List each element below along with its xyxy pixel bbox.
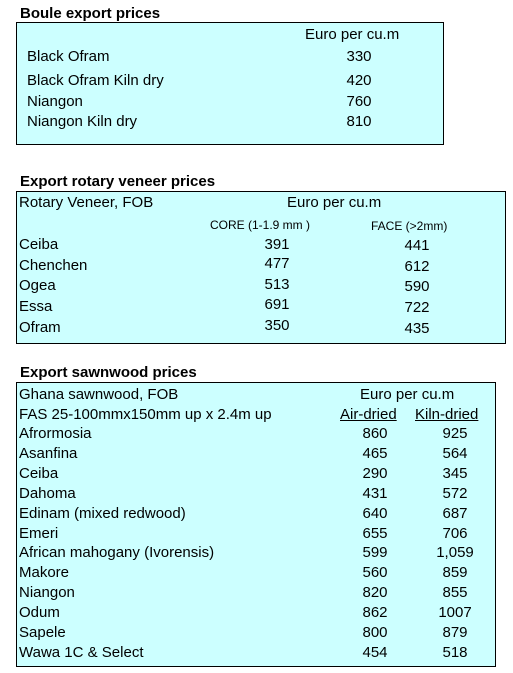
sawnwood-row-air: 800 bbox=[362, 624, 388, 641]
veneer-row-face: 441 bbox=[404, 237, 430, 254]
sawnwood-row-air: 560 bbox=[362, 564, 388, 581]
sawnwood-row-name: Sapele bbox=[19, 624, 66, 641]
sawnwood-row-name: Ceiba bbox=[19, 465, 59, 482]
veneer-row-name: Ogea bbox=[19, 277, 56, 294]
boule-row-price: 420 bbox=[346, 72, 372, 89]
boule-row-name: Black Ofram Kiln dry bbox=[27, 72, 164, 89]
veneer-row-name: Essa bbox=[19, 298, 53, 315]
sawnwood-row-name: Afrormosia bbox=[19, 425, 92, 442]
sawnwood-row-name: African mahogany (Ivorensis) bbox=[19, 544, 215, 561]
veneer-title: Export rotary veneer prices bbox=[20, 173, 216, 190]
boule-row-name: Niangon bbox=[27, 93, 83, 110]
sawnwood-row-kiln: 925 bbox=[442, 425, 468, 442]
veneer-row-core: 477 bbox=[264, 255, 290, 272]
sawnwood-row-name: Dahoma bbox=[19, 485, 76, 502]
boule-row-price: 810 bbox=[346, 113, 372, 130]
veneer-row-core: 691 bbox=[264, 296, 290, 313]
boule-unit-header: Euro per cu.m bbox=[305, 26, 400, 43]
sawnwood-row-kiln: 572 bbox=[442, 485, 468, 502]
sawnwood-row-kiln: 1,059 bbox=[436, 544, 474, 561]
sawnwood-row-kiln: 1007 bbox=[438, 604, 472, 621]
veneer-label: Rotary Veneer, FOB bbox=[19, 194, 154, 211]
sawnwood-row-air: 454 bbox=[362, 644, 388, 661]
boule-row-price: 330 bbox=[346, 48, 372, 65]
veneer-col-face: FACE (>2mm) bbox=[371, 219, 448, 233]
sawnwood-row-name: Makore bbox=[19, 564, 70, 581]
sawnwood-row-kiln: 879 bbox=[442, 624, 468, 641]
boule-row-name: Niangon Kiln dry bbox=[27, 113, 138, 130]
veneer-row-name: Chenchen bbox=[19, 257, 88, 274]
sawnwood-row-name: Odum bbox=[19, 604, 60, 621]
sawnwood-row-kiln: 706 bbox=[442, 525, 468, 542]
sawnwood-unit-header: Euro per cu.m bbox=[360, 386, 455, 403]
veneer-row-name: Ofram bbox=[19, 319, 61, 336]
sawnwood-title: Export sawnwood prices bbox=[20, 364, 197, 381]
sawnwood-row-kiln: 564 bbox=[442, 445, 468, 462]
sawnwood-row-air: 860 bbox=[362, 425, 388, 442]
sawnwood-row-air: 862 bbox=[362, 604, 388, 621]
sawnwood-row-kiln: 859 bbox=[442, 564, 468, 581]
sawnwood-row-name: Asanfina bbox=[19, 445, 78, 462]
sawnwood-table: Ghana sawnwood, FOB Euro per cu.m FAS 25… bbox=[16, 382, 496, 667]
veneer-unit-header: Euro per cu.m bbox=[287, 194, 382, 211]
sawnwood-row-air: 431 bbox=[362, 485, 388, 502]
sawnwood-row-kiln: 345 bbox=[442, 465, 468, 482]
veneer-row-face: 612 bbox=[404, 258, 430, 275]
sawnwood-row-kiln: 518 bbox=[442, 644, 468, 661]
sawnwood-row-air: 290 bbox=[362, 465, 388, 482]
veneer-table: Rotary Veneer, FOB Euro per cu.m CORE (1… bbox=[16, 191, 506, 344]
sawnwood-row-air: 599 bbox=[362, 544, 388, 561]
veneer-row-core: 391 bbox=[264, 236, 290, 253]
veneer-row-core: 350 bbox=[264, 317, 290, 334]
sawnwood-row-name: Emeri bbox=[19, 525, 59, 542]
veneer-row-core: 513 bbox=[264, 276, 290, 293]
sawnwood-col-air: Air-dried bbox=[340, 406, 397, 423]
sawnwood-row-air: 655 bbox=[362, 525, 388, 542]
sawnwood-row-kiln: 855 bbox=[442, 584, 468, 601]
sawnwood-row-air: 820 bbox=[362, 584, 388, 601]
sawnwood-spec: FAS 25-100mmx150mm up x 2.4m up bbox=[19, 406, 272, 423]
sawnwood-label: Ghana sawnwood, FOB bbox=[19, 386, 179, 403]
sawnwood-row-name: Edinam (mixed redwood) bbox=[19, 505, 186, 522]
sawnwood-row-kiln: 687 bbox=[442, 505, 468, 522]
boule-table: Euro per cu.m Black Ofram 330 Black Ofra… bbox=[16, 22, 444, 145]
sawnwood-col-kiln: Kiln-dried bbox=[415, 406, 479, 423]
sawnwood-row-name: Wawa 1C & Select bbox=[19, 644, 144, 661]
boule-title: Boule export prices bbox=[20, 5, 161, 22]
sawnwood-row-air: 465 bbox=[362, 445, 388, 462]
sawnwood-row-air: 640 bbox=[362, 505, 388, 522]
veneer-row-face: 435 bbox=[404, 320, 430, 337]
boule-row-price: 760 bbox=[346, 93, 372, 110]
boule-row-name: Black Ofram bbox=[27, 48, 110, 65]
sawnwood-row-name: Niangon bbox=[19, 584, 75, 601]
veneer-col-core: CORE (1-1.9 mm ) bbox=[210, 218, 311, 232]
veneer-row-face: 722 bbox=[404, 299, 430, 316]
veneer-row-face: 590 bbox=[404, 278, 430, 295]
veneer-row-name: Ceiba bbox=[19, 236, 59, 253]
